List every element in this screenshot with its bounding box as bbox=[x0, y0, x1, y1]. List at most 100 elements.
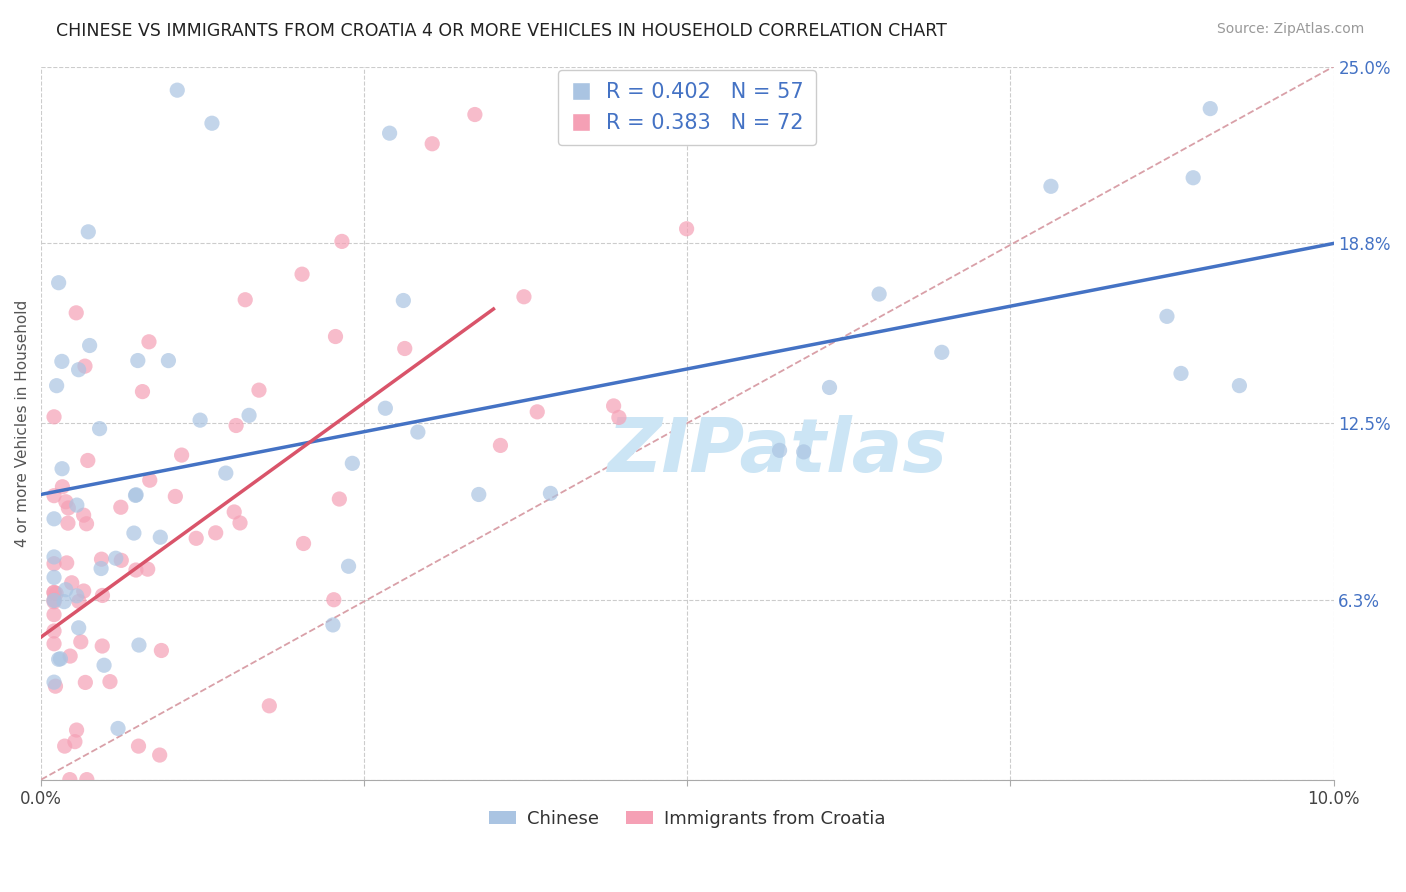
Point bbox=[73, 584, 96, 599]
Point bbox=[49, 652, 72, 666]
Point bbox=[127, 353, 149, 368]
Point bbox=[59, 772, 82, 787]
Point bbox=[48, 652, 70, 666]
Point bbox=[65, 723, 87, 737]
Point bbox=[79, 338, 101, 352]
Point bbox=[526, 405, 548, 419]
Point bbox=[166, 83, 188, 97]
Point bbox=[45, 378, 67, 392]
Point bbox=[42, 607, 65, 622]
Point bbox=[330, 235, 353, 249]
Point bbox=[188, 413, 211, 427]
Legend: Chinese, Immigrants from Croatia: Chinese, Immigrants from Croatia bbox=[482, 802, 893, 835]
Point bbox=[138, 334, 160, 349]
Point bbox=[42, 570, 65, 584]
Point bbox=[48, 276, 70, 290]
Point bbox=[538, 486, 561, 500]
Point bbox=[42, 675, 65, 690]
Point bbox=[150, 643, 173, 657]
Point bbox=[56, 516, 79, 531]
Point bbox=[325, 329, 347, 343]
Point bbox=[406, 425, 429, 439]
Point bbox=[42, 624, 65, 638]
Point bbox=[468, 487, 491, 501]
Point bbox=[125, 488, 148, 502]
Point bbox=[69, 635, 91, 649]
Point bbox=[124, 488, 146, 502]
Point bbox=[818, 380, 841, 394]
Point bbox=[63, 734, 86, 748]
Point bbox=[793, 445, 815, 459]
Point bbox=[122, 526, 145, 541]
Point bbox=[292, 536, 315, 550]
Point bbox=[247, 383, 270, 397]
Point bbox=[238, 409, 260, 423]
Point bbox=[165, 490, 187, 504]
Point bbox=[342, 456, 364, 470]
Point bbox=[67, 594, 90, 608]
Point bbox=[42, 585, 65, 599]
Point bbox=[60, 575, 83, 590]
Point bbox=[1182, 170, 1205, 185]
Point bbox=[607, 410, 630, 425]
Point bbox=[259, 698, 281, 713]
Point bbox=[489, 438, 512, 452]
Point bbox=[42, 637, 65, 651]
Text: Source: ZipAtlas.com: Source: ZipAtlas.com bbox=[1216, 22, 1364, 37]
Point bbox=[67, 621, 90, 635]
Point bbox=[328, 491, 350, 506]
Text: CHINESE VS IMMIGRANTS FROM CROATIA 4 OR MORE VEHICLES IN HOUSEHOLD CORRELATION C: CHINESE VS IMMIGRANTS FROM CROATIA 4 OR … bbox=[56, 22, 948, 40]
Point bbox=[291, 267, 314, 281]
Point bbox=[93, 658, 115, 673]
Y-axis label: 4 or more Vehicles in Household: 4 or more Vehicles in Household bbox=[15, 300, 30, 547]
Point bbox=[1039, 179, 1062, 194]
Point bbox=[868, 287, 890, 301]
Point bbox=[42, 557, 65, 571]
Point bbox=[131, 384, 153, 399]
Point bbox=[110, 500, 132, 515]
Point bbox=[67, 362, 90, 376]
Point bbox=[591, 126, 613, 140]
Point bbox=[128, 638, 150, 652]
Point bbox=[42, 489, 65, 503]
Point bbox=[72, 508, 94, 523]
Point bbox=[51, 461, 73, 475]
Point bbox=[76, 772, 98, 787]
Point bbox=[107, 722, 129, 736]
Point bbox=[42, 409, 65, 424]
Point bbox=[128, 739, 150, 753]
Point bbox=[513, 290, 536, 304]
Point bbox=[931, 345, 953, 359]
Point bbox=[53, 739, 76, 753]
Point bbox=[1170, 367, 1192, 381]
Point bbox=[322, 592, 344, 607]
Point bbox=[233, 293, 256, 307]
Point bbox=[91, 589, 114, 603]
Point bbox=[76, 453, 98, 467]
Point bbox=[55, 494, 77, 508]
Point bbox=[66, 589, 89, 603]
Point bbox=[149, 747, 172, 762]
Point bbox=[58, 500, 80, 515]
Point bbox=[225, 418, 247, 433]
Point bbox=[374, 401, 396, 416]
Point bbox=[602, 399, 624, 413]
Point bbox=[204, 525, 226, 540]
Point bbox=[42, 549, 65, 564]
Point bbox=[125, 563, 148, 577]
Point bbox=[464, 107, 486, 121]
Point bbox=[229, 516, 252, 530]
Point bbox=[42, 585, 65, 599]
Point bbox=[55, 556, 77, 570]
Point bbox=[42, 593, 65, 607]
Point bbox=[149, 530, 172, 544]
Point bbox=[1229, 378, 1251, 392]
Point bbox=[104, 551, 127, 566]
Point bbox=[51, 354, 73, 368]
Point bbox=[1199, 102, 1222, 116]
Point bbox=[42, 512, 65, 526]
Point bbox=[170, 448, 193, 462]
Point bbox=[45, 586, 67, 600]
Point bbox=[42, 593, 65, 607]
Point bbox=[65, 306, 87, 320]
